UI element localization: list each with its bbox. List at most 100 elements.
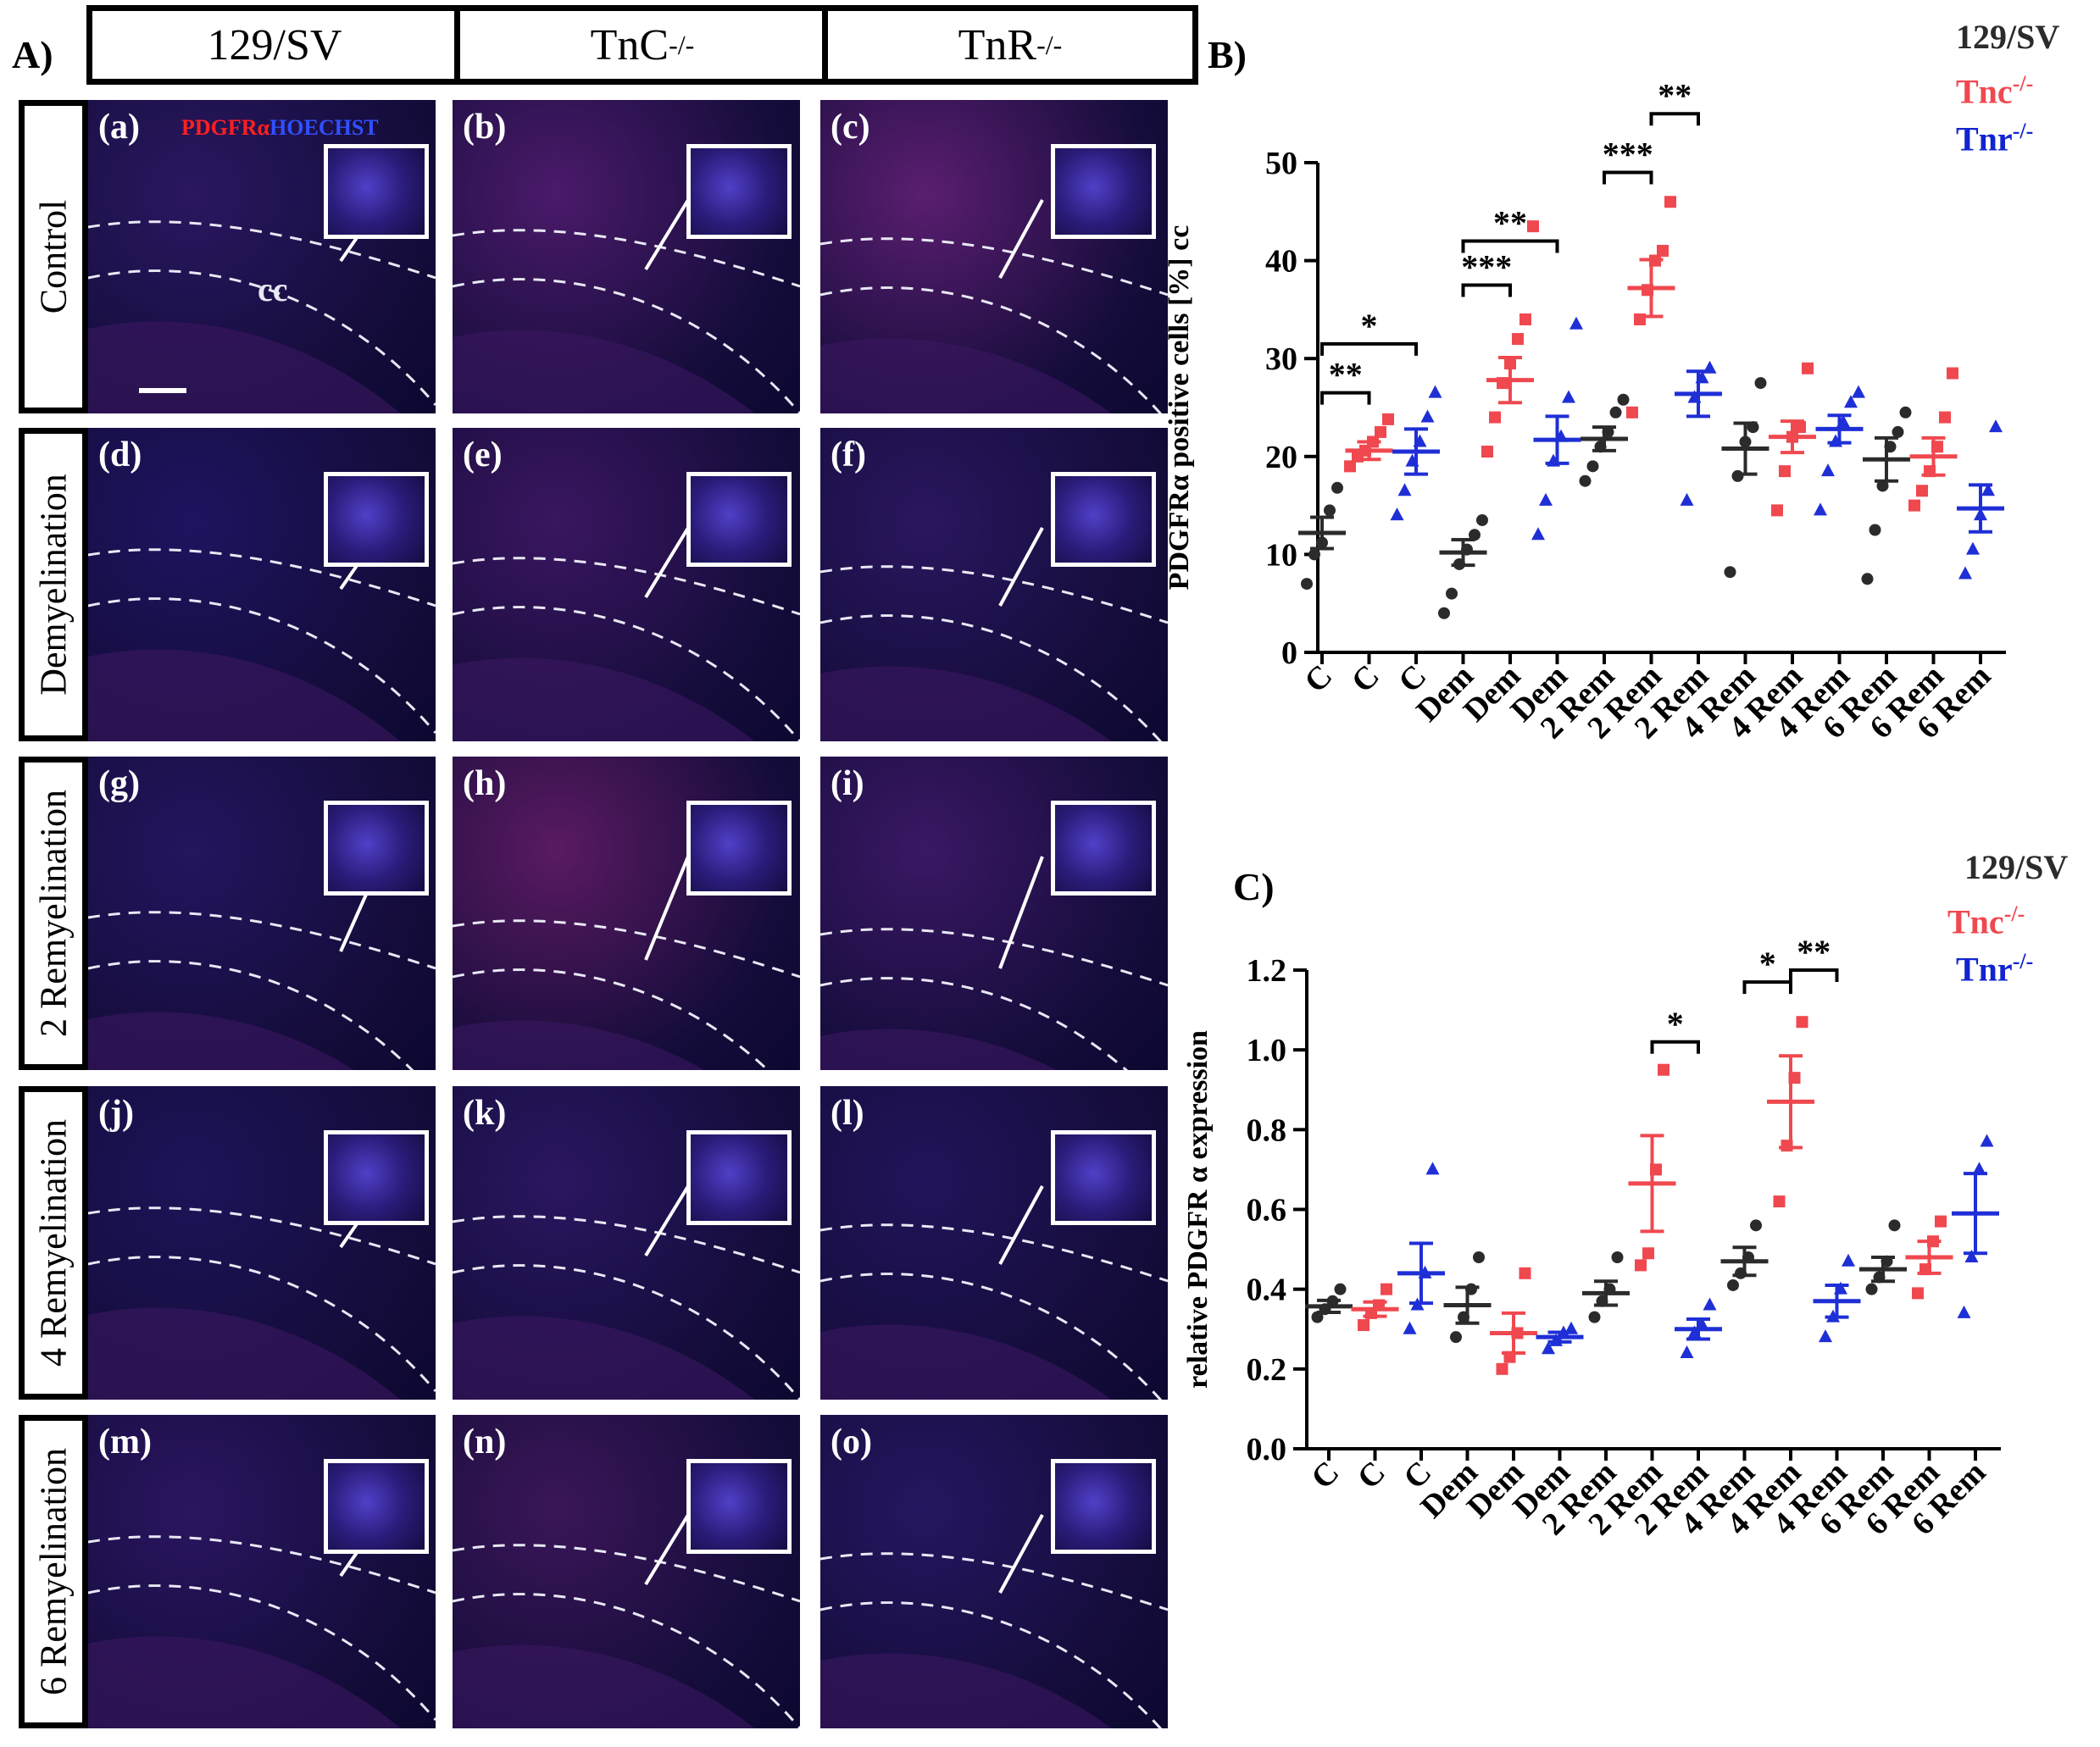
cc-boundary-line xyxy=(453,968,769,1070)
y-tick-label: 0.6 xyxy=(1247,1193,1287,1228)
legend-sup: -/- xyxy=(2012,71,2034,96)
data-point xyxy=(1972,1162,1986,1175)
micrograph-panel: (g) xyxy=(88,757,436,1070)
tissue-overlay xyxy=(820,527,1168,741)
cc-boundary-line xyxy=(820,286,1163,413)
micrograph-label: (i) xyxy=(831,764,864,803)
significance-bracket xyxy=(1461,283,1512,297)
data-point xyxy=(1611,1251,1624,1263)
hippocampus-band xyxy=(88,1012,436,1070)
magnified-inset xyxy=(686,1459,792,1554)
data-point xyxy=(1773,1195,1786,1208)
y-tick-label: 0.4 xyxy=(1247,1273,1287,1308)
data-point xyxy=(1957,1305,1971,1318)
y-tick-label: 0.2 xyxy=(1247,1352,1287,1388)
cc-boundary-line xyxy=(88,597,436,734)
cc-boundary-line xyxy=(88,1584,436,1721)
data-point xyxy=(1476,513,1488,526)
hippocampus-band xyxy=(88,649,436,741)
tissue-overlay xyxy=(453,526,800,741)
y-tick-label: 1.0 xyxy=(1247,1033,1287,1068)
micrograph-label: (n) xyxy=(463,1423,507,1461)
magnified-inset xyxy=(1051,144,1156,239)
data-point xyxy=(1450,1331,1462,1344)
column-header-tnc: TnC -/- xyxy=(454,5,831,85)
stain-red-label: PDGFRα xyxy=(181,115,270,140)
data-point xyxy=(1519,313,1531,325)
data-point xyxy=(1562,390,1575,403)
hippocampus-band xyxy=(453,1020,800,1070)
data-point xyxy=(1473,1251,1485,1263)
inset-pointer-line xyxy=(644,198,690,271)
data-point xyxy=(1657,245,1669,258)
data-point xyxy=(1842,1253,1855,1267)
data-point xyxy=(1344,460,1356,473)
data-point xyxy=(1579,474,1592,487)
cc-boundary-line xyxy=(453,278,800,413)
micrograph-panel: (i) xyxy=(820,757,1168,1070)
y-tick-label: 0.0 xyxy=(1247,1432,1287,1467)
y-axis-label: relative PDGFR α expression xyxy=(1182,1030,1214,1389)
cc-boundary-line xyxy=(453,1215,800,1274)
scale-bar xyxy=(139,388,186,393)
column-header-tnr: TnR -/- xyxy=(822,5,1198,85)
cc-boundary-line xyxy=(88,1535,436,1594)
cc-boundary-line xyxy=(820,237,1168,297)
data-point xyxy=(1496,1362,1508,1375)
data-point xyxy=(1899,406,1912,419)
data-point xyxy=(1334,1283,1347,1295)
data-point xyxy=(1819,1329,1832,1343)
data-point xyxy=(1754,377,1767,390)
data-point xyxy=(1542,1341,1555,1355)
micrograph-label: (h) xyxy=(463,764,507,803)
hippocampus-band xyxy=(88,1307,436,1400)
panel-a-letter: A) xyxy=(12,33,53,76)
data-point xyxy=(1438,607,1450,619)
cc-boundary-line xyxy=(453,1593,800,1728)
cc-boundary-line xyxy=(820,928,1168,987)
significance-bracket xyxy=(1320,391,1371,405)
inset-pointer-line xyxy=(998,1514,1044,1594)
data-point xyxy=(1642,1247,1654,1260)
legend-c-tnr: Tnr-/- xyxy=(1956,949,2033,989)
y-tick-label: 40 xyxy=(1265,244,1297,280)
cc-boundary-line xyxy=(820,1223,1168,1283)
inset-pointer-line xyxy=(644,856,690,961)
hippocampus-band xyxy=(820,1324,1168,1400)
y-tick-label: 1.2 xyxy=(1247,953,1287,989)
data-point xyxy=(1586,460,1599,473)
y-tick-label: 20 xyxy=(1265,440,1297,475)
micrograph-label: (a) xyxy=(98,108,140,147)
magnified-inset xyxy=(324,1459,429,1554)
magnified-inset xyxy=(324,801,429,896)
stain-legend: PDGFRαHOECHST xyxy=(181,115,379,141)
data-point xyxy=(1958,566,1972,580)
micrograph-panel: (f) xyxy=(820,428,1168,741)
tissue-overlay xyxy=(820,856,1168,1070)
data-point xyxy=(1617,393,1630,406)
legend-label: 129/SV xyxy=(1964,848,2069,886)
data-point xyxy=(1658,1063,1669,1076)
row-header-demyelination: Demyelination xyxy=(19,428,88,741)
column-header-text: TnR xyxy=(958,20,1037,69)
cc-boundary-line xyxy=(88,548,436,607)
data-point xyxy=(1680,492,1694,506)
cc-boundary-line xyxy=(88,1256,436,1392)
inset-pointer-line xyxy=(644,1184,690,1257)
micrograph-panel: (n) xyxy=(453,1415,800,1728)
data-point xyxy=(1588,1311,1601,1323)
y-tick-label: 0 xyxy=(1281,635,1297,671)
x-tick-label: C xyxy=(1345,658,1386,700)
data-point xyxy=(1331,481,1343,494)
data-point xyxy=(1888,1219,1901,1232)
tissue-overlay xyxy=(453,856,800,1070)
legend-c-tnc: Tnc-/- xyxy=(1947,901,2025,941)
magnified-inset xyxy=(324,472,429,567)
magnified-inset xyxy=(686,801,792,896)
data-point xyxy=(1989,419,2003,433)
data-point xyxy=(1626,406,1638,419)
tissue-overlay xyxy=(820,1185,1168,1400)
row-header-2-remyelination: 2 Remyelination xyxy=(19,757,88,1070)
significance-label: ** xyxy=(1493,203,1527,241)
data-point xyxy=(1527,220,1539,233)
